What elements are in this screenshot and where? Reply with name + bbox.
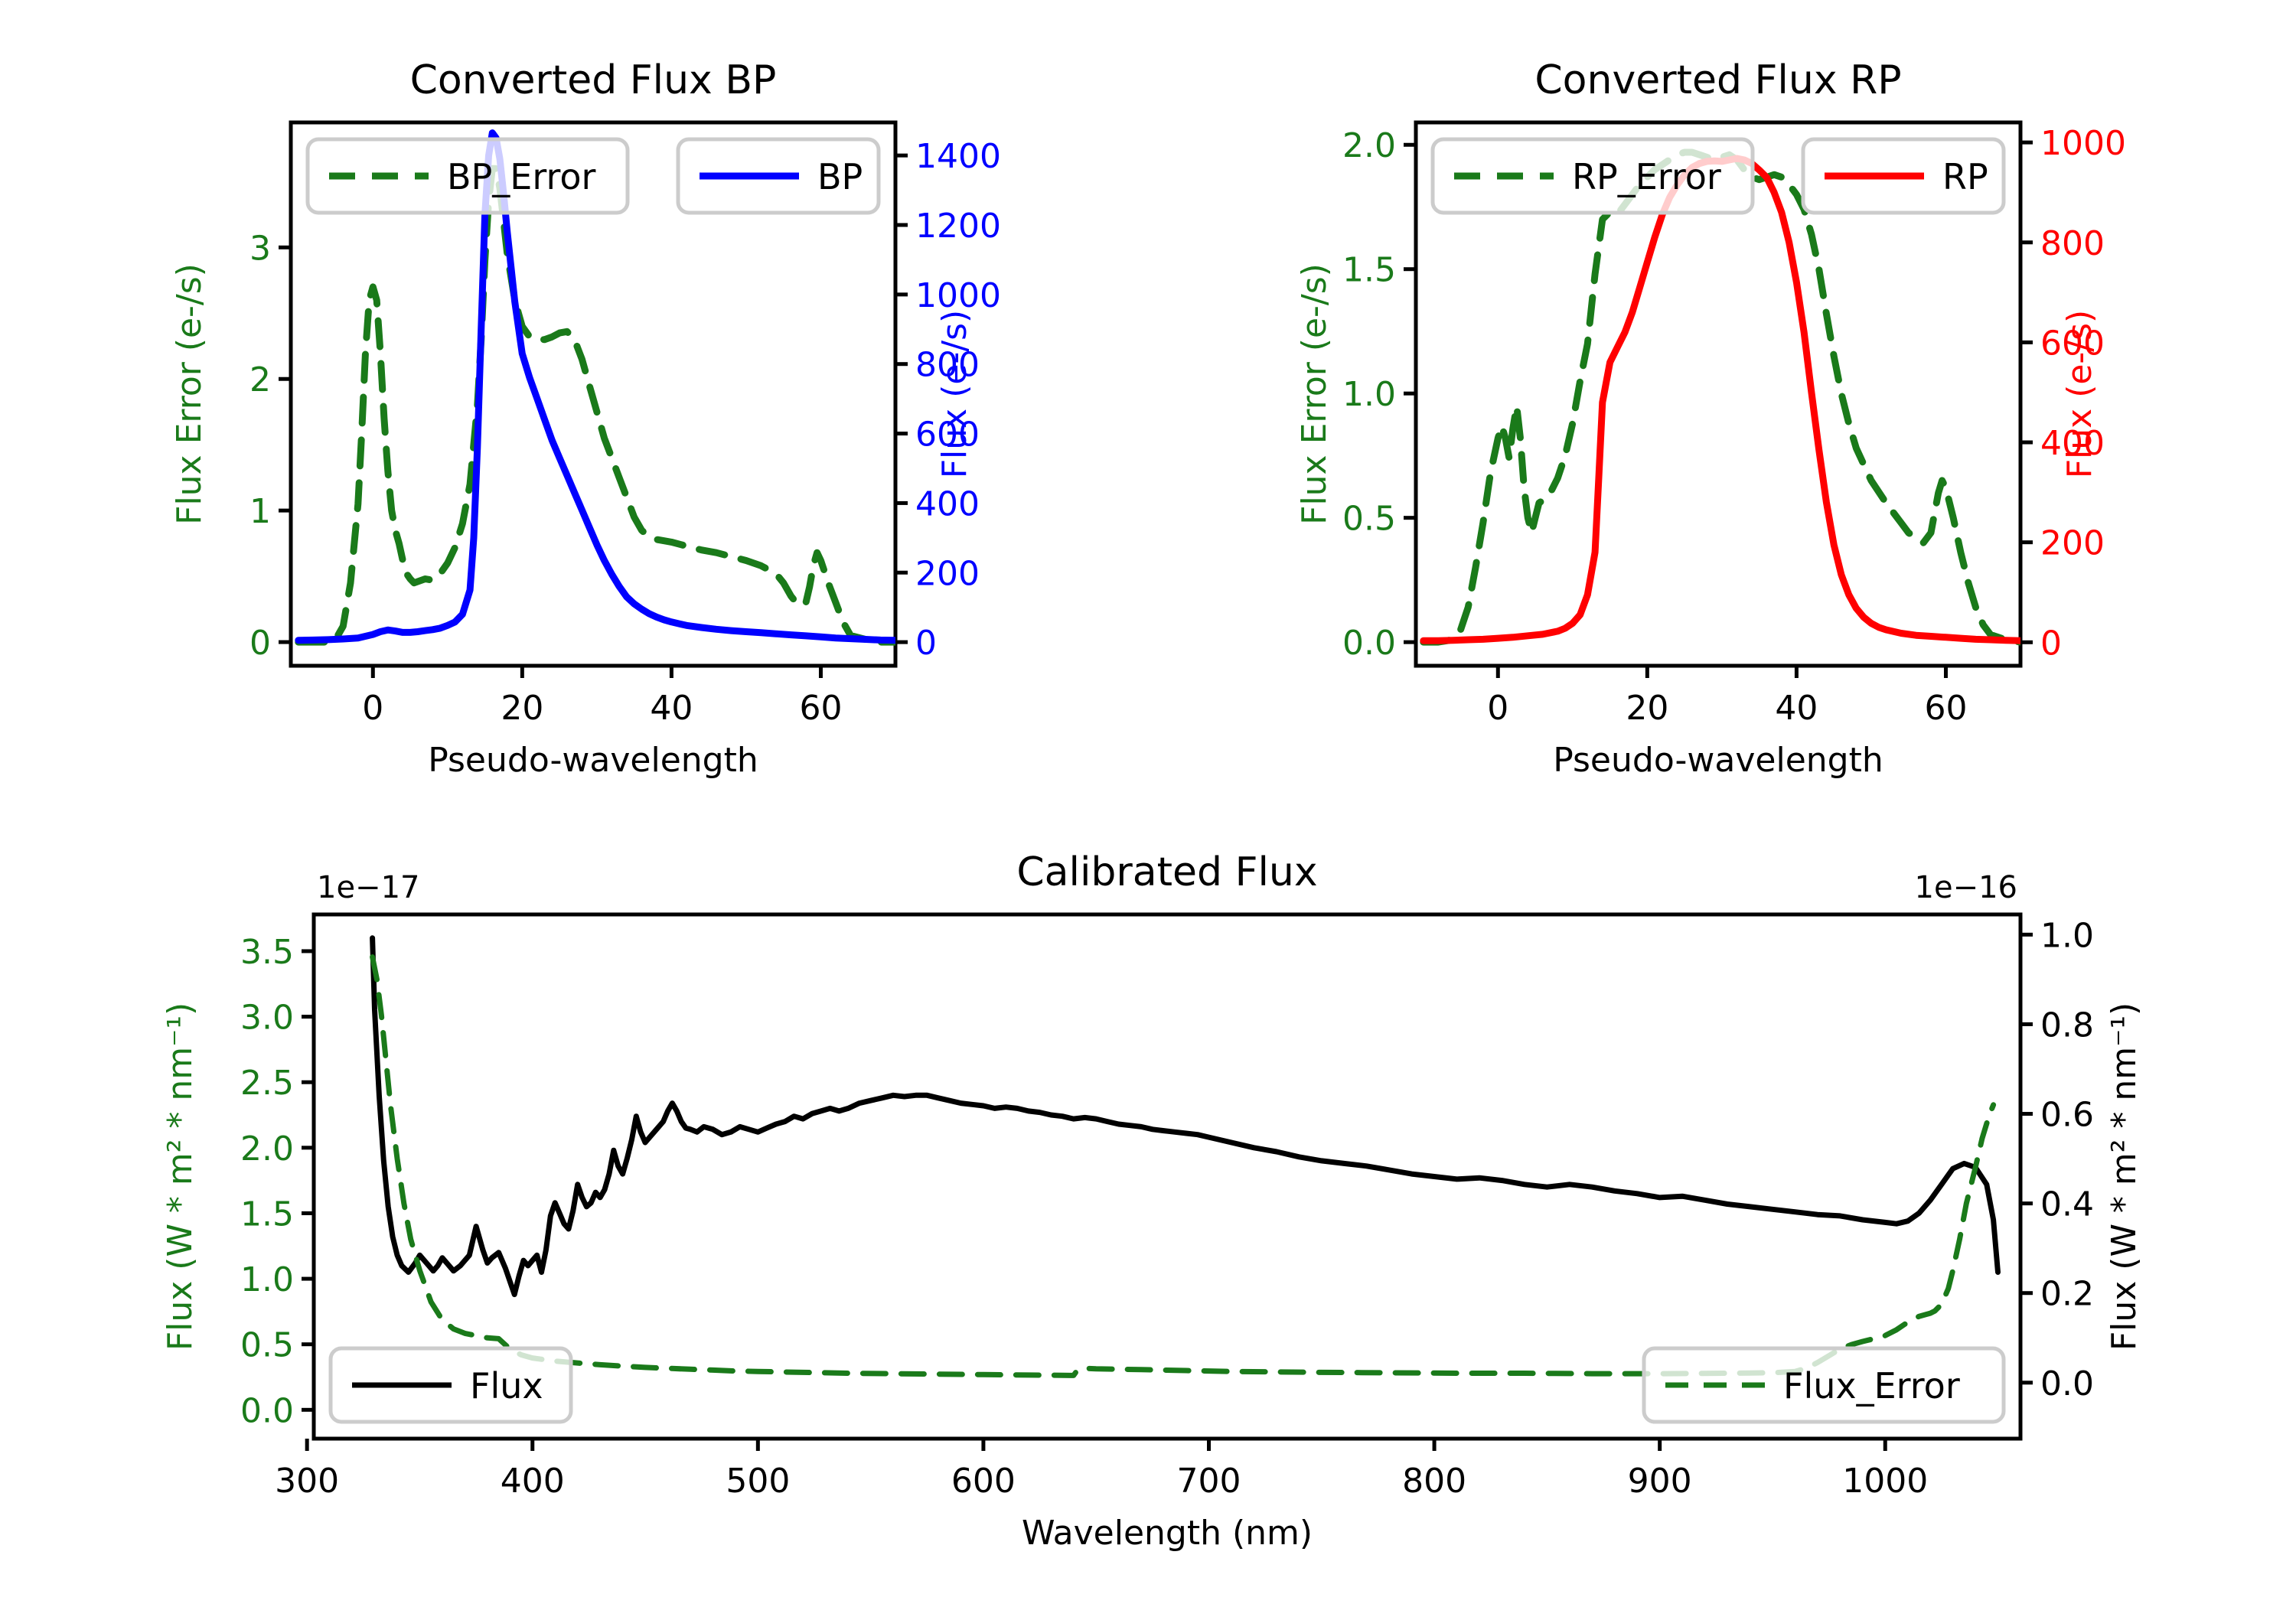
right-y-tick-label: 1400 [915,137,1001,176]
right-y-tick-label: 0.6 [2040,1096,2094,1135]
right-axis-offset-label: 1e−16 [1915,870,2017,905]
left-y-axis-label: Flux (W * m² * nm⁻¹) [161,1002,200,1351]
legend-label: BP_Error [447,156,596,197]
right-y-tick-label: 1.0 [2040,916,2094,955]
series-bp [295,129,895,644]
left-y-tick-label: 0.0 [1342,624,1396,663]
right-y-tick-label: 800 [915,346,980,385]
left-y-tick-label: 0.0 [240,1391,294,1430]
legend-rp[interactable]: RP [1801,137,2006,215]
right-y-tick-label: 200 [915,554,980,593]
legend-label: Flux [470,1365,543,1407]
series-rp [1420,155,2020,644]
x-tick-label: 40 [1775,689,1818,728]
series-flux-error [370,954,1997,1378]
left-y-axis-label: Flux Error (e-/s) [170,263,209,525]
x-tick-label: 20 [501,689,543,728]
left-y-tick-label: 0.5 [240,1326,294,1365]
legend-flux[interactable]: Flux [328,1346,573,1424]
x-tick-label: 500 [726,1462,790,1501]
x-tick-label: 60 [799,689,842,728]
legend-label: BP [817,156,863,197]
plot-frame [289,120,898,668]
x-tick-label: 60 [1924,689,1967,728]
left-y-tick-label: 2.0 [1342,126,1396,165]
right-y-tick-label: 0.2 [2040,1275,2094,1314]
legend-bp[interactable]: BP [676,137,881,215]
legend-label: RP [1942,156,1988,197]
series-flux [370,935,2001,1298]
right-y-tick-label: 400 [915,484,980,523]
right-y-tick-label: 0 [915,624,937,663]
x-tick-label: 0 [362,689,383,728]
legend-bp-error[interactable]: BP_Error [305,137,630,215]
left-y-tick-label: 3.0 [240,999,294,1038]
x-tick-label: 700 [1177,1462,1241,1501]
right-y-tick-label: 0.0 [2040,1364,2094,1403]
x-axis-label: Pseudo-wavelength [428,741,758,780]
legend-rp-error[interactable]: RP_Error [1430,137,1755,215]
right-y-tick-label: 600 [2040,324,2105,363]
x-tick-label: 20 [1626,689,1668,728]
left-y-axis-label: Flux Error (e-/s) [1295,263,1334,525]
series-bp-error [295,165,895,646]
left-y-tick-label: 0.5 [1342,500,1396,539]
panel-calibrated-flux: Calibrated Flux 1e−17 1e−16 300 400 500 600 700… [0,834,2296,1607]
left-y-tick-label: 2.0 [240,1129,294,1169]
right-y-tick-label: 0.8 [2040,1006,2094,1045]
x-tick-label: 1000 [1842,1462,1928,1501]
x-axis-label: Pseudo-wavelength [1553,741,1883,780]
x-tick-label: 40 [650,689,693,728]
right-y-tick-label: 0 [2040,624,2062,663]
right-y-tick-label: 0.4 [2040,1185,2094,1224]
left-y-tick-label: 0 [249,624,271,663]
left-axis-offset-label: 1e−17 [317,870,419,905]
right-y-tick-label: 400 [2040,424,2105,463]
left-y-tick-label: 3 [249,229,271,268]
chart-title: Converted Flux RP [1534,57,1901,103]
right-y-tick-label: 200 [2040,524,2105,563]
left-y-tick-label: 1.0 [240,1260,294,1299]
chart-title: Calibrated Flux [1016,849,1317,895]
right-y-axis-label: Flux (e-/s) [935,310,974,478]
x-tick-label: 800 [1402,1462,1466,1501]
panel-converted-flux-bp: Converted Flux BP 0 20 40 60 Pseudo-wavelengt… [0,57,1148,842]
left-y-tick-label: 2 [249,360,271,399]
x-tick-label: 400 [501,1462,565,1501]
panel-converted-flux-rp: Converted Flux RP 0 20 40 60 Pseudo-wavelengt… [1148,57,2296,842]
plot-frame [311,912,2023,1441]
chart-title: Converted Flux BP [410,57,777,103]
series-rp-error [1420,148,2020,646]
legend-flux-error[interactable]: Flux_Error [1642,1346,2006,1424]
right-y-tick-label: 800 [2040,224,2105,263]
right-y-tick-label: 600 [915,416,980,455]
x-tick-label: 600 [951,1462,1016,1501]
right-y-tick-label: 1000 [2040,124,2126,163]
x-tick-label: 900 [1628,1462,1692,1501]
right-y-axis-label: Flux (W * m² * nm⁻¹) [2105,1002,2144,1351]
left-y-tick-label: 1 [249,492,271,531]
left-y-tick-label: 1.5 [240,1195,294,1234]
x-tick-label: 300 [275,1462,339,1501]
right-y-tick-label: 1200 [915,207,1001,246]
right-y-axis-label: Flux (e-/s) [2060,310,2099,478]
left-y-tick-label: 1.5 [1342,251,1396,290]
x-tick-label: 0 [1487,689,1508,728]
legend-label: Flux_Error [1783,1365,1960,1407]
left-y-tick-label: 1.0 [1342,375,1396,414]
left-y-tick-label: 3.5 [240,933,294,972]
legend-label: RP_Error [1572,156,1721,197]
x-axis-label: Wavelength (nm) [1022,1514,1313,1553]
right-y-tick-label: 1000 [915,276,1001,315]
left-y-tick-label: 2.5 [240,1064,294,1103]
